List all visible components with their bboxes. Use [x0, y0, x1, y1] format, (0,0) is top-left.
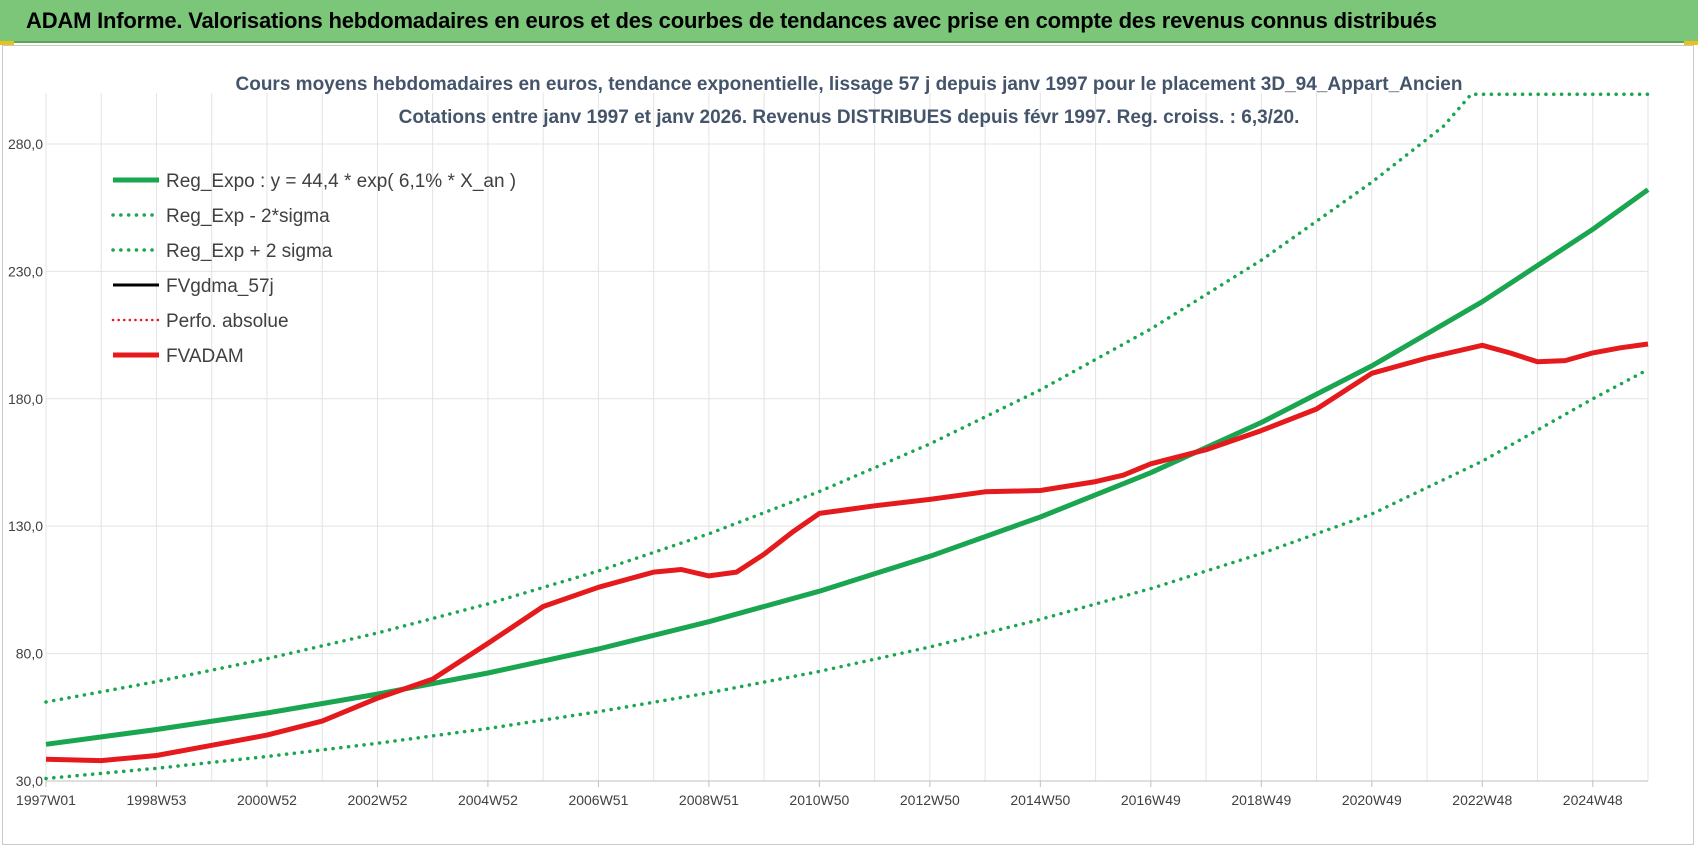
legend-label: Reg_Exp + 2 sigma [166, 241, 333, 262]
x-tick-label: 2010W50 [789, 792, 849, 808]
y-tick-label: 80,0 [16, 646, 43, 662]
axes: 30,0 80,0 130,0 180,0 230,0 280,0 1997W01 1998W… [8, 136, 1648, 808]
x-tick-label: 2006W51 [568, 792, 628, 808]
legend-label: Reg_Expo : y = 44,4 * exp( 6,1% * X_an ) [166, 171, 516, 192]
series-layer [44, 92, 1650, 781]
x-tick-label: 2024W48 [1563, 792, 1623, 808]
legend-label: FVgdma_57j [166, 276, 274, 297]
legend-label: Reg_Exp - 2*sigma [166, 206, 330, 227]
chart-subtitle: Cotations entre janv 1997 et janv 2026. … [399, 107, 1300, 128]
page-title: ADAM Informe. Valorisations hebdomadaire… [26, 8, 1437, 33]
x-tick-label: 2012W50 [900, 792, 960, 808]
reg-expo-line [45, 187, 1650, 747]
x-tick-label: 2004W52 [458, 792, 518, 808]
grid [45, 93, 1649, 782]
x-tick-label: 1997W01 [16, 792, 76, 808]
x-tick-label: 1998W53 [127, 792, 187, 808]
legend-label: Perfo. absolue [166, 311, 289, 332]
corner-mark-left [0, 41, 14, 45]
chart-title: Cours moyens hebdomadaires en euros, ten… [236, 74, 1463, 95]
x-tick-label: 2014W50 [1010, 792, 1070, 808]
x-tick-label: 2008W51 [679, 792, 739, 808]
x-tick-label: 2000W52 [237, 792, 297, 808]
y-tick-label: 280,0 [8, 136, 43, 152]
y-tick-label: 130,0 [8, 518, 43, 534]
x-tick-label: 2002W52 [347, 792, 407, 808]
x-tick-label: 2018W49 [1231, 792, 1291, 808]
x-tick-label: 2016W49 [1121, 792, 1181, 808]
y-tick-label: 30,0 [16, 773, 43, 789]
y-tick-label: 180,0 [8, 391, 43, 407]
chart-frame [2, 45, 1694, 845]
x-tick-label: 2020W49 [1342, 792, 1402, 808]
y-tick-label: 230,0 [8, 263, 43, 279]
reg-exp-plus-2sigma-line [44, 92, 1650, 704]
reg-exp-minus-2sigma-line [44, 367, 1650, 781]
legend: Reg_Expo : y = 44,4 * exp( 6,1% * X_an )… [111, 171, 516, 367]
x-tick-label: 2022W48 [1452, 792, 1512, 808]
fvadam-line [45, 341, 1649, 764]
legend-label: FVADAM [166, 346, 244, 367]
header-banner: ADAM Informe. Valorisations hebdomadaire… [0, 0, 1698, 43]
corner-mark-right [1684, 41, 1698, 45]
